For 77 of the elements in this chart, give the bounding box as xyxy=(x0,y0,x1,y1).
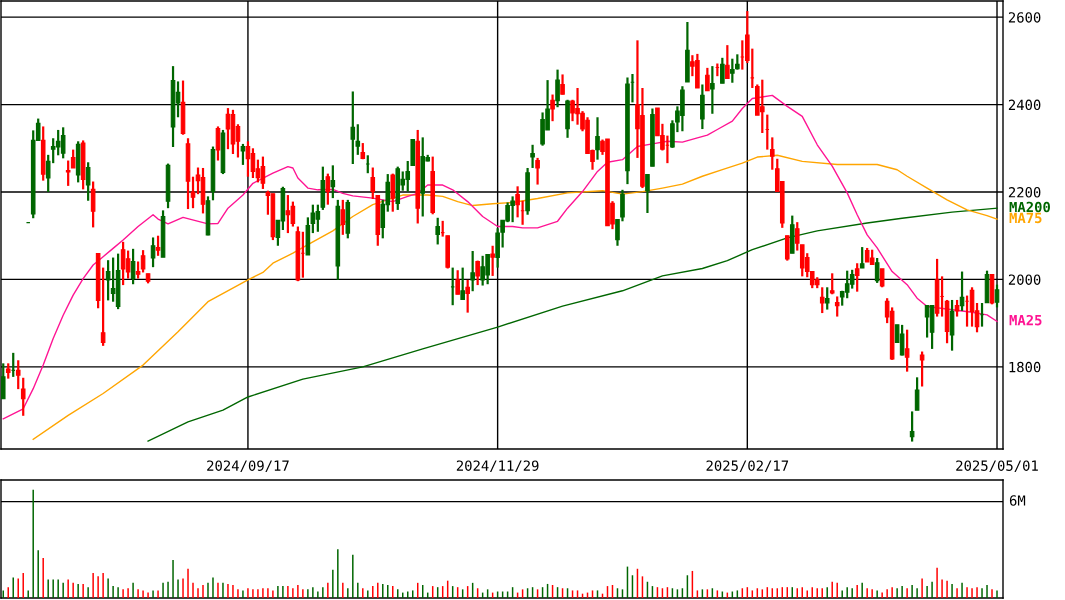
x-tick-label: 2024/09/17 xyxy=(207,460,289,473)
candlestick xyxy=(924,304,930,339)
candlestick xyxy=(190,175,196,210)
candlestick xyxy=(700,83,705,131)
candlestick xyxy=(645,173,650,215)
candlestick xyxy=(460,266,465,302)
candlestick xyxy=(70,148,76,170)
candlestick xyxy=(710,65,715,115)
candlestick xyxy=(819,286,825,315)
candlestick xyxy=(759,78,765,135)
candlestick xyxy=(720,56,725,85)
candlestick xyxy=(490,244,495,278)
candlestick xyxy=(874,256,880,285)
candlestick xyxy=(260,155,266,191)
x-tick-label: 2025/02/17 xyxy=(706,460,789,473)
candlestick xyxy=(350,90,356,166)
candlestick xyxy=(125,249,131,280)
y-tick-label: 2200 xyxy=(1008,187,1041,198)
candlestick xyxy=(150,236,156,269)
candlestick xyxy=(834,295,840,318)
x-tick-label: 2024/11/29 xyxy=(456,460,539,473)
candlestick xyxy=(550,93,555,123)
series-label: MA25 xyxy=(1009,314,1042,326)
x-tick-label: 2025/05/01 xyxy=(956,460,1038,473)
candlestick xyxy=(340,198,346,236)
candlestick xyxy=(794,221,800,252)
candlestick xyxy=(140,249,146,274)
y-tick-label: 2000 xyxy=(1008,274,1041,285)
y-tick-label: 1800 xyxy=(1009,361,1041,373)
candlestick xyxy=(20,376,26,417)
y-tick-label: 2400 xyxy=(1008,99,1041,111)
candlestick xyxy=(475,259,480,287)
candlestick xyxy=(435,216,441,246)
candlestick xyxy=(555,68,560,109)
candlestick xyxy=(769,136,775,171)
candlestick xyxy=(330,164,336,200)
candlestick xyxy=(325,172,331,206)
line-series xyxy=(147,207,998,442)
candlestick xyxy=(595,116,600,161)
candlestick xyxy=(65,159,71,187)
candlestick xyxy=(535,156,540,186)
candlestick xyxy=(919,350,925,388)
y-tick-label: 2600 xyxy=(1008,12,1041,23)
candlestick xyxy=(1,362,6,400)
series-label: MA200 xyxy=(1009,201,1050,213)
candlestick xyxy=(390,172,396,213)
line-series xyxy=(2,94,998,420)
candlestick xyxy=(725,44,730,80)
candlestick xyxy=(859,245,865,270)
candlestick xyxy=(560,73,565,96)
candlestick xyxy=(465,278,470,314)
candlestick xyxy=(784,234,790,262)
candlestick xyxy=(909,410,915,443)
candlestick xyxy=(90,180,96,229)
candlestick xyxy=(730,57,735,84)
candlestick xyxy=(824,286,830,311)
candlestick xyxy=(854,262,860,293)
candlestick xyxy=(60,126,66,160)
candlestick xyxy=(904,328,910,373)
candlestick xyxy=(155,234,161,257)
candlestick xyxy=(470,249,475,293)
ref-line-label: 6M xyxy=(1009,495,1026,506)
candlestick xyxy=(899,323,905,357)
candlestick xyxy=(530,143,535,170)
candlestick xyxy=(994,283,1000,309)
series-label: MA75 xyxy=(1009,212,1042,224)
candlestick xyxy=(105,259,111,302)
line-series xyxy=(32,154,998,441)
candlestick xyxy=(85,161,91,202)
candlestick xyxy=(914,376,920,412)
candlestick xyxy=(455,269,460,296)
candlestick xyxy=(15,359,21,391)
candlestick xyxy=(285,193,291,235)
candlestick xyxy=(310,203,316,235)
candlestick xyxy=(849,268,855,290)
candlestick xyxy=(120,240,126,287)
candlestick xyxy=(240,142,246,167)
